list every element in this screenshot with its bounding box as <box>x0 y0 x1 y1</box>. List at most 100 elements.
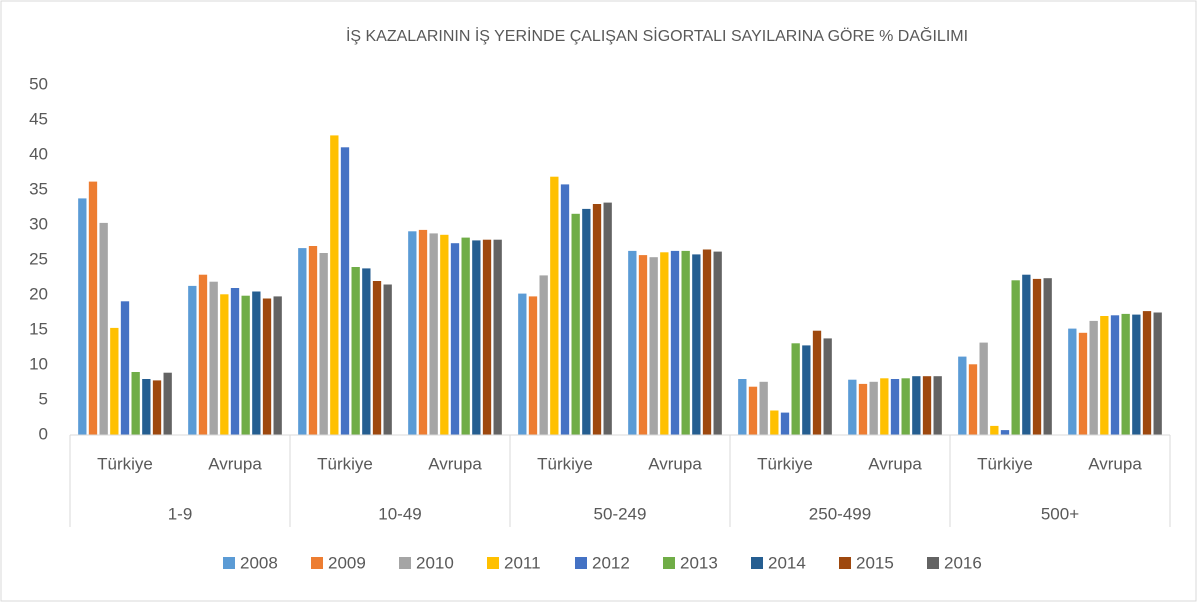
bar <box>823 338 832 435</box>
bar <box>748 386 758 435</box>
y-tick-label: 30 <box>29 214 48 233</box>
bar <box>252 291 261 435</box>
bar <box>713 251 722 435</box>
bar <box>230 288 240 435</box>
legend-swatch <box>223 557 235 569</box>
x-tick-label: Avrupa <box>868 454 922 473</box>
x-tick-label: Avrupa <box>648 454 702 473</box>
bar <box>958 356 967 435</box>
bar <box>383 284 392 435</box>
bar <box>979 342 988 435</box>
x-tick-label: Avrupa <box>428 454 482 473</box>
bar <box>1043 278 1052 435</box>
bar <box>528 296 538 435</box>
bar <box>461 237 470 435</box>
bar <box>628 250 637 435</box>
bar <box>429 233 438 435</box>
legend-swatch <box>311 557 323 569</box>
x-tick-label: Türkiye <box>97 454 153 473</box>
bar <box>273 296 282 435</box>
bar <box>340 147 350 436</box>
bar <box>812 330 822 435</box>
legend-swatch <box>663 557 675 569</box>
bar <box>1089 320 1098 435</box>
bar <box>372 281 382 435</box>
bar <box>1078 332 1088 435</box>
bar <box>163 372 172 435</box>
bar <box>780 412 790 435</box>
legend-swatch <box>751 557 763 569</box>
group-label: 1-9 <box>168 504 193 523</box>
legend-label: 2013 <box>680 553 718 572</box>
group-label: 250-499 <box>809 504 871 523</box>
legend-swatch <box>399 557 411 569</box>
legend-swatch <box>839 557 851 569</box>
bar <box>582 208 591 435</box>
bar <box>848 379 857 435</box>
y-tick-label: 40 <box>29 144 48 163</box>
bar <box>308 246 318 435</box>
legend-swatch <box>575 557 587 569</box>
bar <box>99 222 108 435</box>
bar <box>912 376 921 435</box>
bar <box>880 378 889 435</box>
bar <box>571 213 580 435</box>
legend-swatch <box>927 557 939 569</box>
bar <box>638 255 648 435</box>
bar <box>1142 311 1152 435</box>
bar <box>110 327 119 435</box>
bar <box>550 176 559 435</box>
bar <box>493 239 502 435</box>
bar <box>869 381 878 435</box>
bar <box>262 298 272 435</box>
bar <box>670 250 680 435</box>
bar <box>922 376 932 435</box>
bar <box>209 281 218 435</box>
y-tick-label: 5 <box>39 389 48 408</box>
bar <box>120 301 130 435</box>
bar <box>472 240 481 435</box>
bar <box>450 243 460 435</box>
bar <box>660 252 669 435</box>
bar <box>770 410 779 435</box>
bar <box>1032 278 1042 435</box>
bar <box>1110 315 1120 435</box>
legend-label: 2009 <box>328 553 366 572</box>
bar <box>890 379 900 435</box>
bar <box>518 293 527 435</box>
y-tick-label: 45 <box>29 109 48 128</box>
bar <box>298 248 307 435</box>
x-tick-label: Avrupa <box>1088 454 1142 473</box>
group-label: 50-249 <box>594 504 647 523</box>
bar <box>858 383 868 435</box>
bar <box>131 372 140 435</box>
bar <box>78 198 87 435</box>
bar <box>603 202 612 435</box>
legend-label: 2010 <box>416 553 454 572</box>
bar <box>188 285 197 435</box>
bar <box>901 378 910 435</box>
legend-label: 2015 <box>856 553 894 572</box>
bar <box>592 204 602 435</box>
bar <box>692 254 701 435</box>
bar <box>1000 430 1010 435</box>
bar <box>362 268 371 435</box>
x-tick-label: Türkiye <box>977 454 1033 473</box>
bar <box>933 376 942 435</box>
x-tick-label: Türkiye <box>537 454 593 473</box>
y-tick-label: 15 <box>29 319 48 338</box>
bar <box>802 345 811 435</box>
bar <box>1153 312 1162 435</box>
y-tick-label: 0 <box>39 424 48 443</box>
bar <box>220 294 229 435</box>
y-tick-label: 10 <box>29 354 48 373</box>
bar <box>1132 314 1141 435</box>
x-tick-label: Türkiye <box>317 454 373 473</box>
legend-swatch <box>487 557 499 569</box>
bar <box>1068 328 1077 435</box>
bar <box>152 380 162 435</box>
x-tick-label: Türkiye <box>757 454 813 473</box>
bar <box>649 257 658 435</box>
legend-label: 2016 <box>944 553 982 572</box>
legend-label: 2014 <box>768 553 806 572</box>
